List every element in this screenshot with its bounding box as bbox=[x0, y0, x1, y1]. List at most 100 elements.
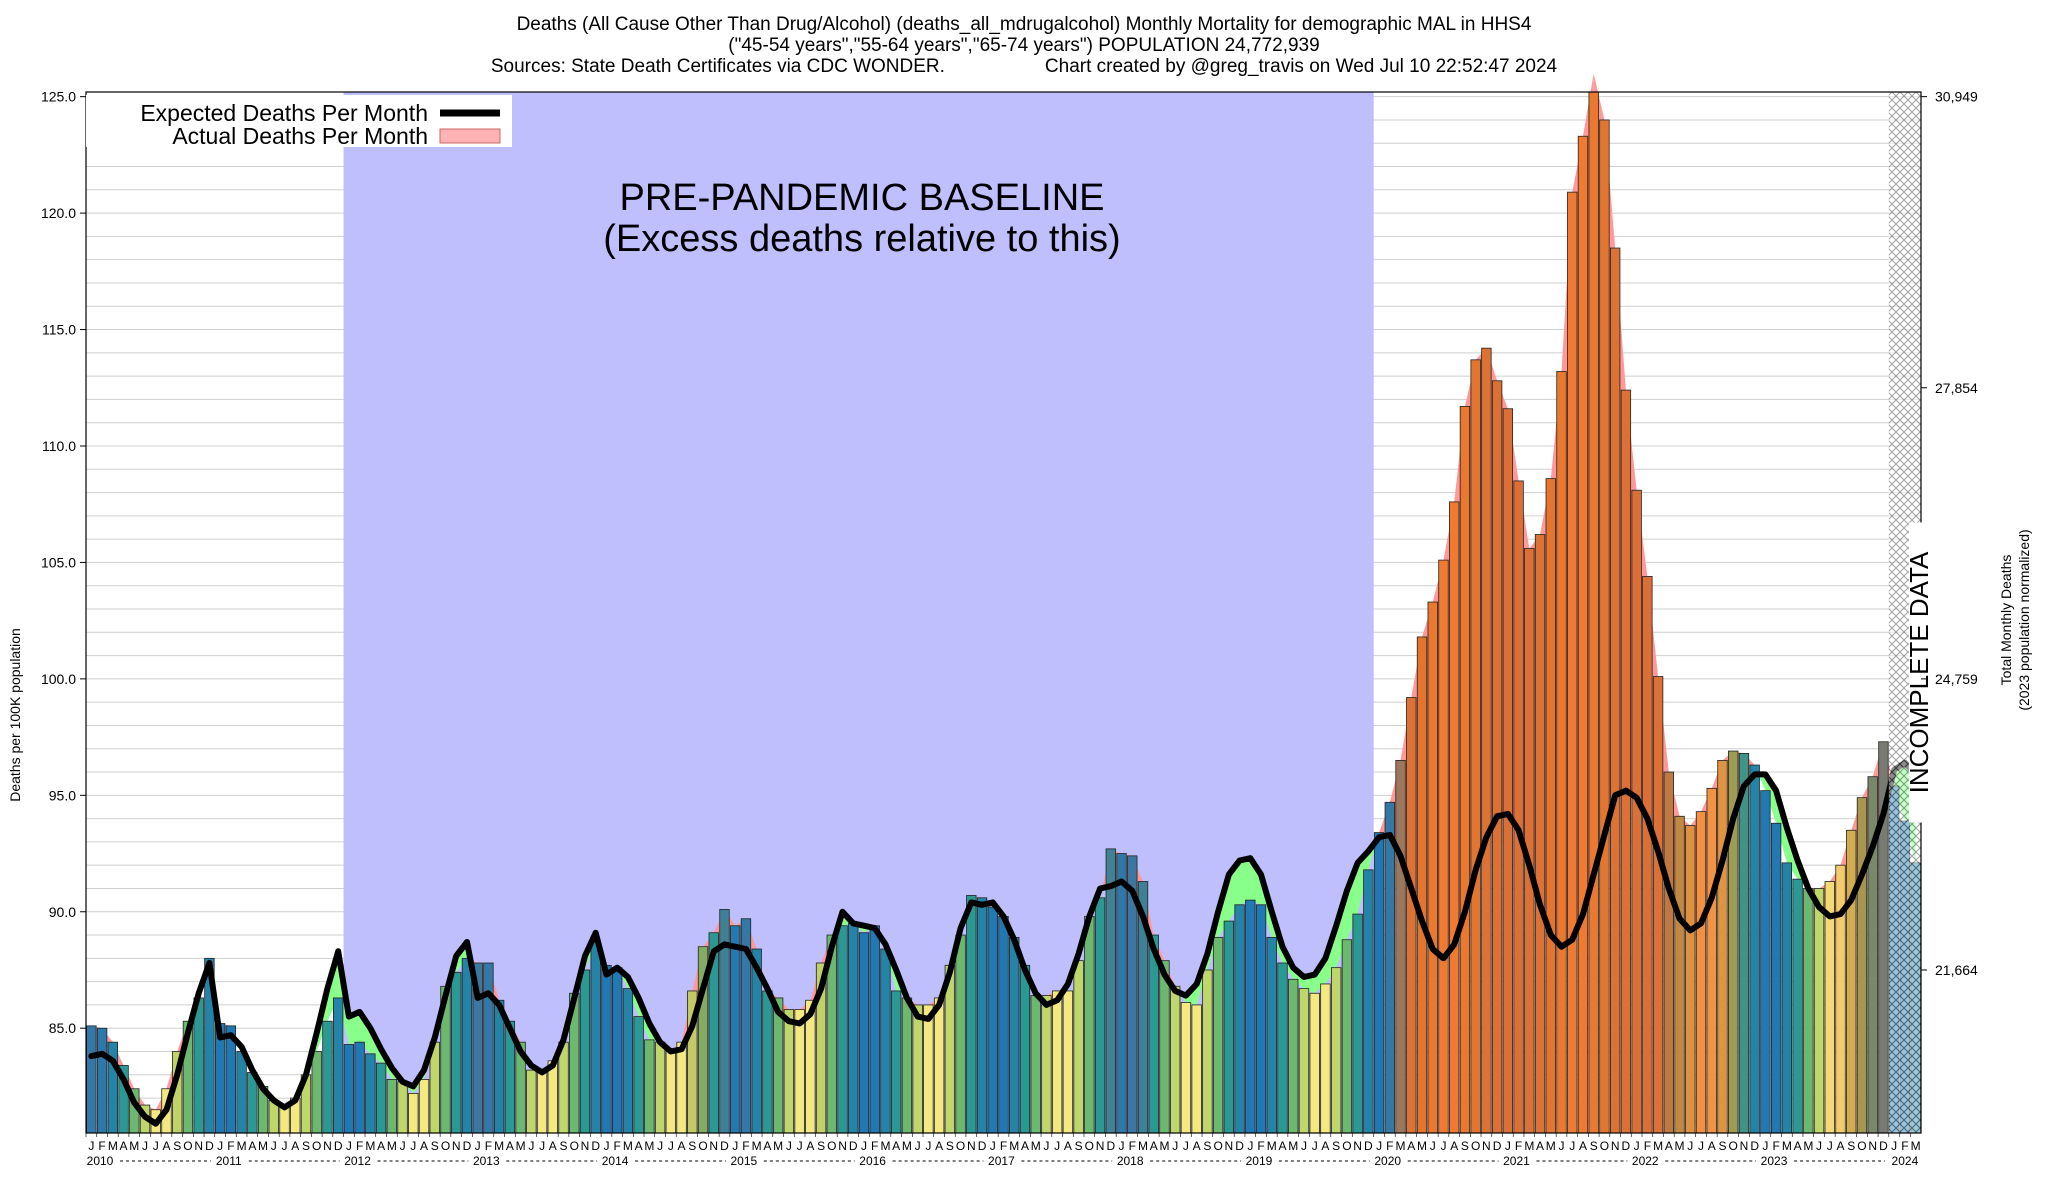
month-label: O bbox=[312, 1139, 321, 1153]
actual-bar bbox=[1406, 697, 1417, 1134]
actual-bar bbox=[1051, 990, 1063, 1134]
chart-title: Deaths (All Cause Other Than Drug/Alcoho… bbox=[516, 14, 1532, 35]
actual-bar bbox=[1792, 878, 1803, 1134]
actual-bar bbox=[354, 1041, 365, 1134]
month-label: D bbox=[1235, 1139, 1244, 1153]
actual-bar bbox=[1084, 916, 1095, 1134]
month-label: J bbox=[1891, 1139, 1897, 1153]
actual-bar bbox=[1610, 247, 1621, 1134]
month-label: M bbox=[1138, 1139, 1148, 1153]
actual-bar bbox=[1599, 119, 1610, 1134]
month-label: A bbox=[1150, 1139, 1158, 1153]
month-label: J bbox=[1301, 1139, 1307, 1153]
month-label: J bbox=[528, 1139, 534, 1153]
actual-bar bbox=[976, 897, 988, 1134]
actual-bar bbox=[1567, 191, 1578, 1134]
area-segment bbox=[1346, 862, 1358, 940]
month-label: J bbox=[1119, 1139, 1125, 1153]
month-label: J bbox=[475, 1139, 481, 1153]
month-label: M bbox=[1417, 1139, 1427, 1153]
month-label: F bbox=[1644, 1139, 1651, 1153]
actual-bar bbox=[794, 1009, 805, 1134]
month-label: M bbox=[1009, 1139, 1019, 1153]
month-label: A bbox=[248, 1139, 256, 1153]
month-label: F bbox=[614, 1139, 621, 1153]
month-label: O bbox=[1342, 1139, 1351, 1153]
actual-bar bbox=[1695, 811, 1707, 1134]
month-label: S bbox=[1332, 1139, 1340, 1153]
y-tick-label: 105.0 bbox=[41, 554, 76, 570]
month-label: A bbox=[1064, 1139, 1072, 1153]
month-label: M bbox=[902, 1139, 912, 1153]
month-label: J bbox=[1827, 1139, 1833, 1153]
actual-bar bbox=[1642, 576, 1653, 1134]
area-segment bbox=[1758, 774, 1766, 791]
area-segment bbox=[617, 967, 628, 989]
y-tick-label: 95.0 bbox=[49, 787, 76, 803]
month-label: J bbox=[1687, 1139, 1693, 1153]
month-label: S bbox=[1075, 1139, 1083, 1153]
actual-bar bbox=[86, 1025, 97, 1134]
month-label: F bbox=[1901, 1139, 1908, 1153]
actual-bar bbox=[1094, 897, 1106, 1134]
y-axis-left-label: Deaths per 100K population bbox=[7, 628, 23, 802]
month-label: M bbox=[623, 1139, 633, 1153]
month-label: S bbox=[1847, 1139, 1855, 1153]
actual-bar bbox=[493, 999, 505, 1134]
month-label: S bbox=[1461, 1139, 1469, 1153]
month-label: D bbox=[1493, 1139, 1502, 1153]
month-label: O bbox=[827, 1139, 836, 1153]
month-label: A bbox=[806, 1139, 814, 1153]
sources-text: Sources: State Death Certificates via CD… bbox=[490, 56, 945, 77]
month-label: F bbox=[871, 1139, 878, 1153]
month-label: M bbox=[129, 1139, 139, 1153]
actual-bar bbox=[408, 1093, 419, 1134]
month-label: J bbox=[1698, 1139, 1704, 1153]
actual-bar bbox=[869, 925, 880, 1134]
month-label: J bbox=[1634, 1139, 1640, 1153]
year-label: 2012 bbox=[344, 1154, 371, 1168]
legend-actual-label: Actual Deaths Per Month bbox=[172, 123, 428, 149]
month-label: N bbox=[838, 1139, 847, 1153]
month-label: S bbox=[1718, 1139, 1726, 1153]
actual-bar bbox=[1041, 995, 1052, 1134]
month-label: M bbox=[1911, 1139, 1921, 1153]
actual-bar bbox=[1170, 985, 1181, 1134]
year-label: 2019 bbox=[1246, 1154, 1273, 1168]
year-label: 2020 bbox=[1374, 1154, 1401, 1168]
month-label: O bbox=[698, 1139, 707, 1153]
month-label: J bbox=[410, 1139, 416, 1153]
actual-bar bbox=[622, 988, 634, 1134]
month-label: J bbox=[1430, 1139, 1436, 1153]
area-segment bbox=[348, 1011, 360, 1045]
actual-bar bbox=[1449, 501, 1460, 1134]
baseline-band bbox=[343, 92, 1374, 1133]
month-label: M bbox=[516, 1139, 526, 1153]
month-label: S bbox=[817, 1139, 825, 1153]
month-label: A bbox=[1021, 1139, 1029, 1153]
month-label: N bbox=[1096, 1139, 1105, 1153]
month-label: F bbox=[1129, 1139, 1136, 1153]
actual-bar bbox=[1266, 936, 1277, 1134]
month-label: M bbox=[1524, 1139, 1534, 1153]
month-label: A bbox=[1794, 1139, 1802, 1153]
actual-bar bbox=[1738, 752, 1750, 1134]
expected-deaths-line bbox=[88, 759, 1919, 1127]
month-label: F bbox=[1000, 1139, 1007, 1153]
actual-bar bbox=[1298, 988, 1310, 1134]
month-label: N bbox=[1611, 1139, 1620, 1153]
year-label: 2023 bbox=[1761, 1154, 1788, 1168]
actual-bar bbox=[1223, 920, 1235, 1134]
actual-bar bbox=[1620, 389, 1632, 1134]
month-label: J bbox=[786, 1139, 792, 1153]
actual-bar bbox=[311, 1051, 322, 1134]
area-segment bbox=[1336, 890, 1347, 968]
actual-bar bbox=[1030, 995, 1041, 1134]
month-label: O bbox=[441, 1139, 450, 1153]
actual-bar bbox=[730, 925, 741, 1134]
actual-bar bbox=[1749, 764, 1760, 1134]
actual-bar bbox=[1277, 962, 1288, 1134]
month-label: N bbox=[581, 1139, 590, 1153]
actual-bar bbox=[343, 1044, 355, 1134]
month-label: J bbox=[732, 1139, 738, 1153]
